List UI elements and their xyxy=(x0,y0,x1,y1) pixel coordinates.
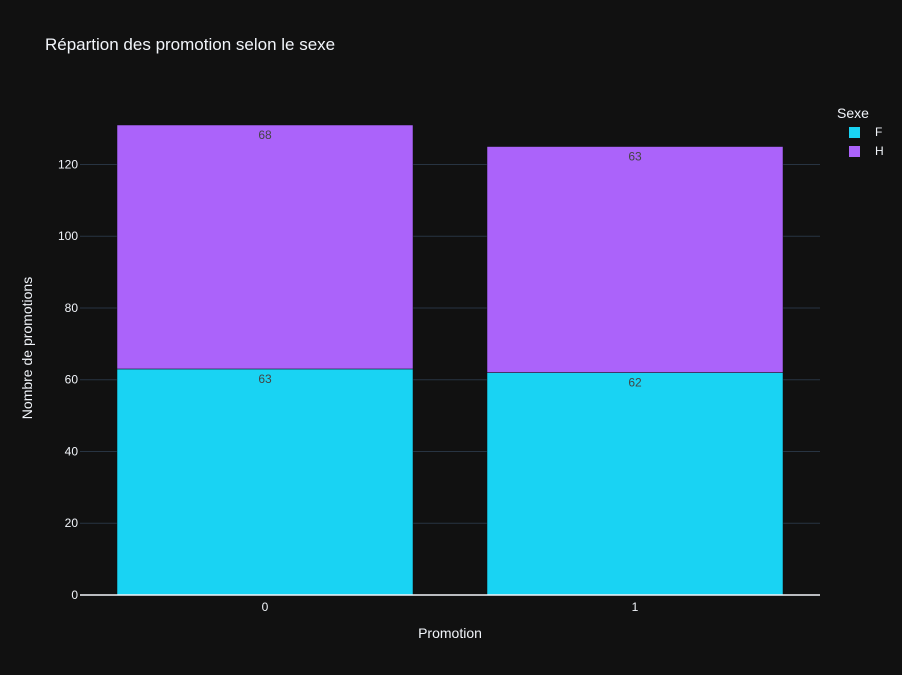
bar-value-label: 62 xyxy=(628,376,642,390)
x-tick-label: 1 xyxy=(632,600,639,614)
x-tick-label: 0 xyxy=(262,600,269,614)
bar-value-label: 63 xyxy=(258,372,272,386)
y-tick-label: 0 xyxy=(71,588,78,602)
x-axis-title: Promotion xyxy=(418,625,482,641)
bar-f-1 xyxy=(486,372,784,596)
bar-f-0 xyxy=(116,368,414,596)
y-tick-label: 40 xyxy=(65,444,79,458)
y-tick-labels: 0 20 40 60 80 100 120 xyxy=(58,157,78,602)
chart-title: Répartion des promotion selon le sexe xyxy=(45,35,335,54)
bar-value-label: 68 xyxy=(258,128,272,142)
legend-swatch-f[interactable] xyxy=(849,127,860,138)
bars xyxy=(116,124,784,596)
y-tick-label: 80 xyxy=(65,301,79,315)
bar-h-0 xyxy=(116,124,414,370)
bar-value-label: 63 xyxy=(628,150,642,164)
y-tick-label: 60 xyxy=(65,373,79,387)
legend-label-f[interactable]: F xyxy=(875,125,882,139)
bar-labels: 63 68 62 63 xyxy=(258,128,642,390)
y-axis-title: Nombre de promotions xyxy=(19,277,35,419)
legend-swatch-h[interactable] xyxy=(849,146,860,157)
legend: Sexe FH xyxy=(837,105,884,158)
y-tick-label: 120 xyxy=(58,157,78,171)
y-tick-label: 20 xyxy=(65,516,79,530)
legend-title: Sexe xyxy=(837,105,869,121)
bar-h-1 xyxy=(486,146,784,373)
y-tick-label: 100 xyxy=(58,229,78,243)
legend-label-h[interactable]: H xyxy=(875,144,884,158)
